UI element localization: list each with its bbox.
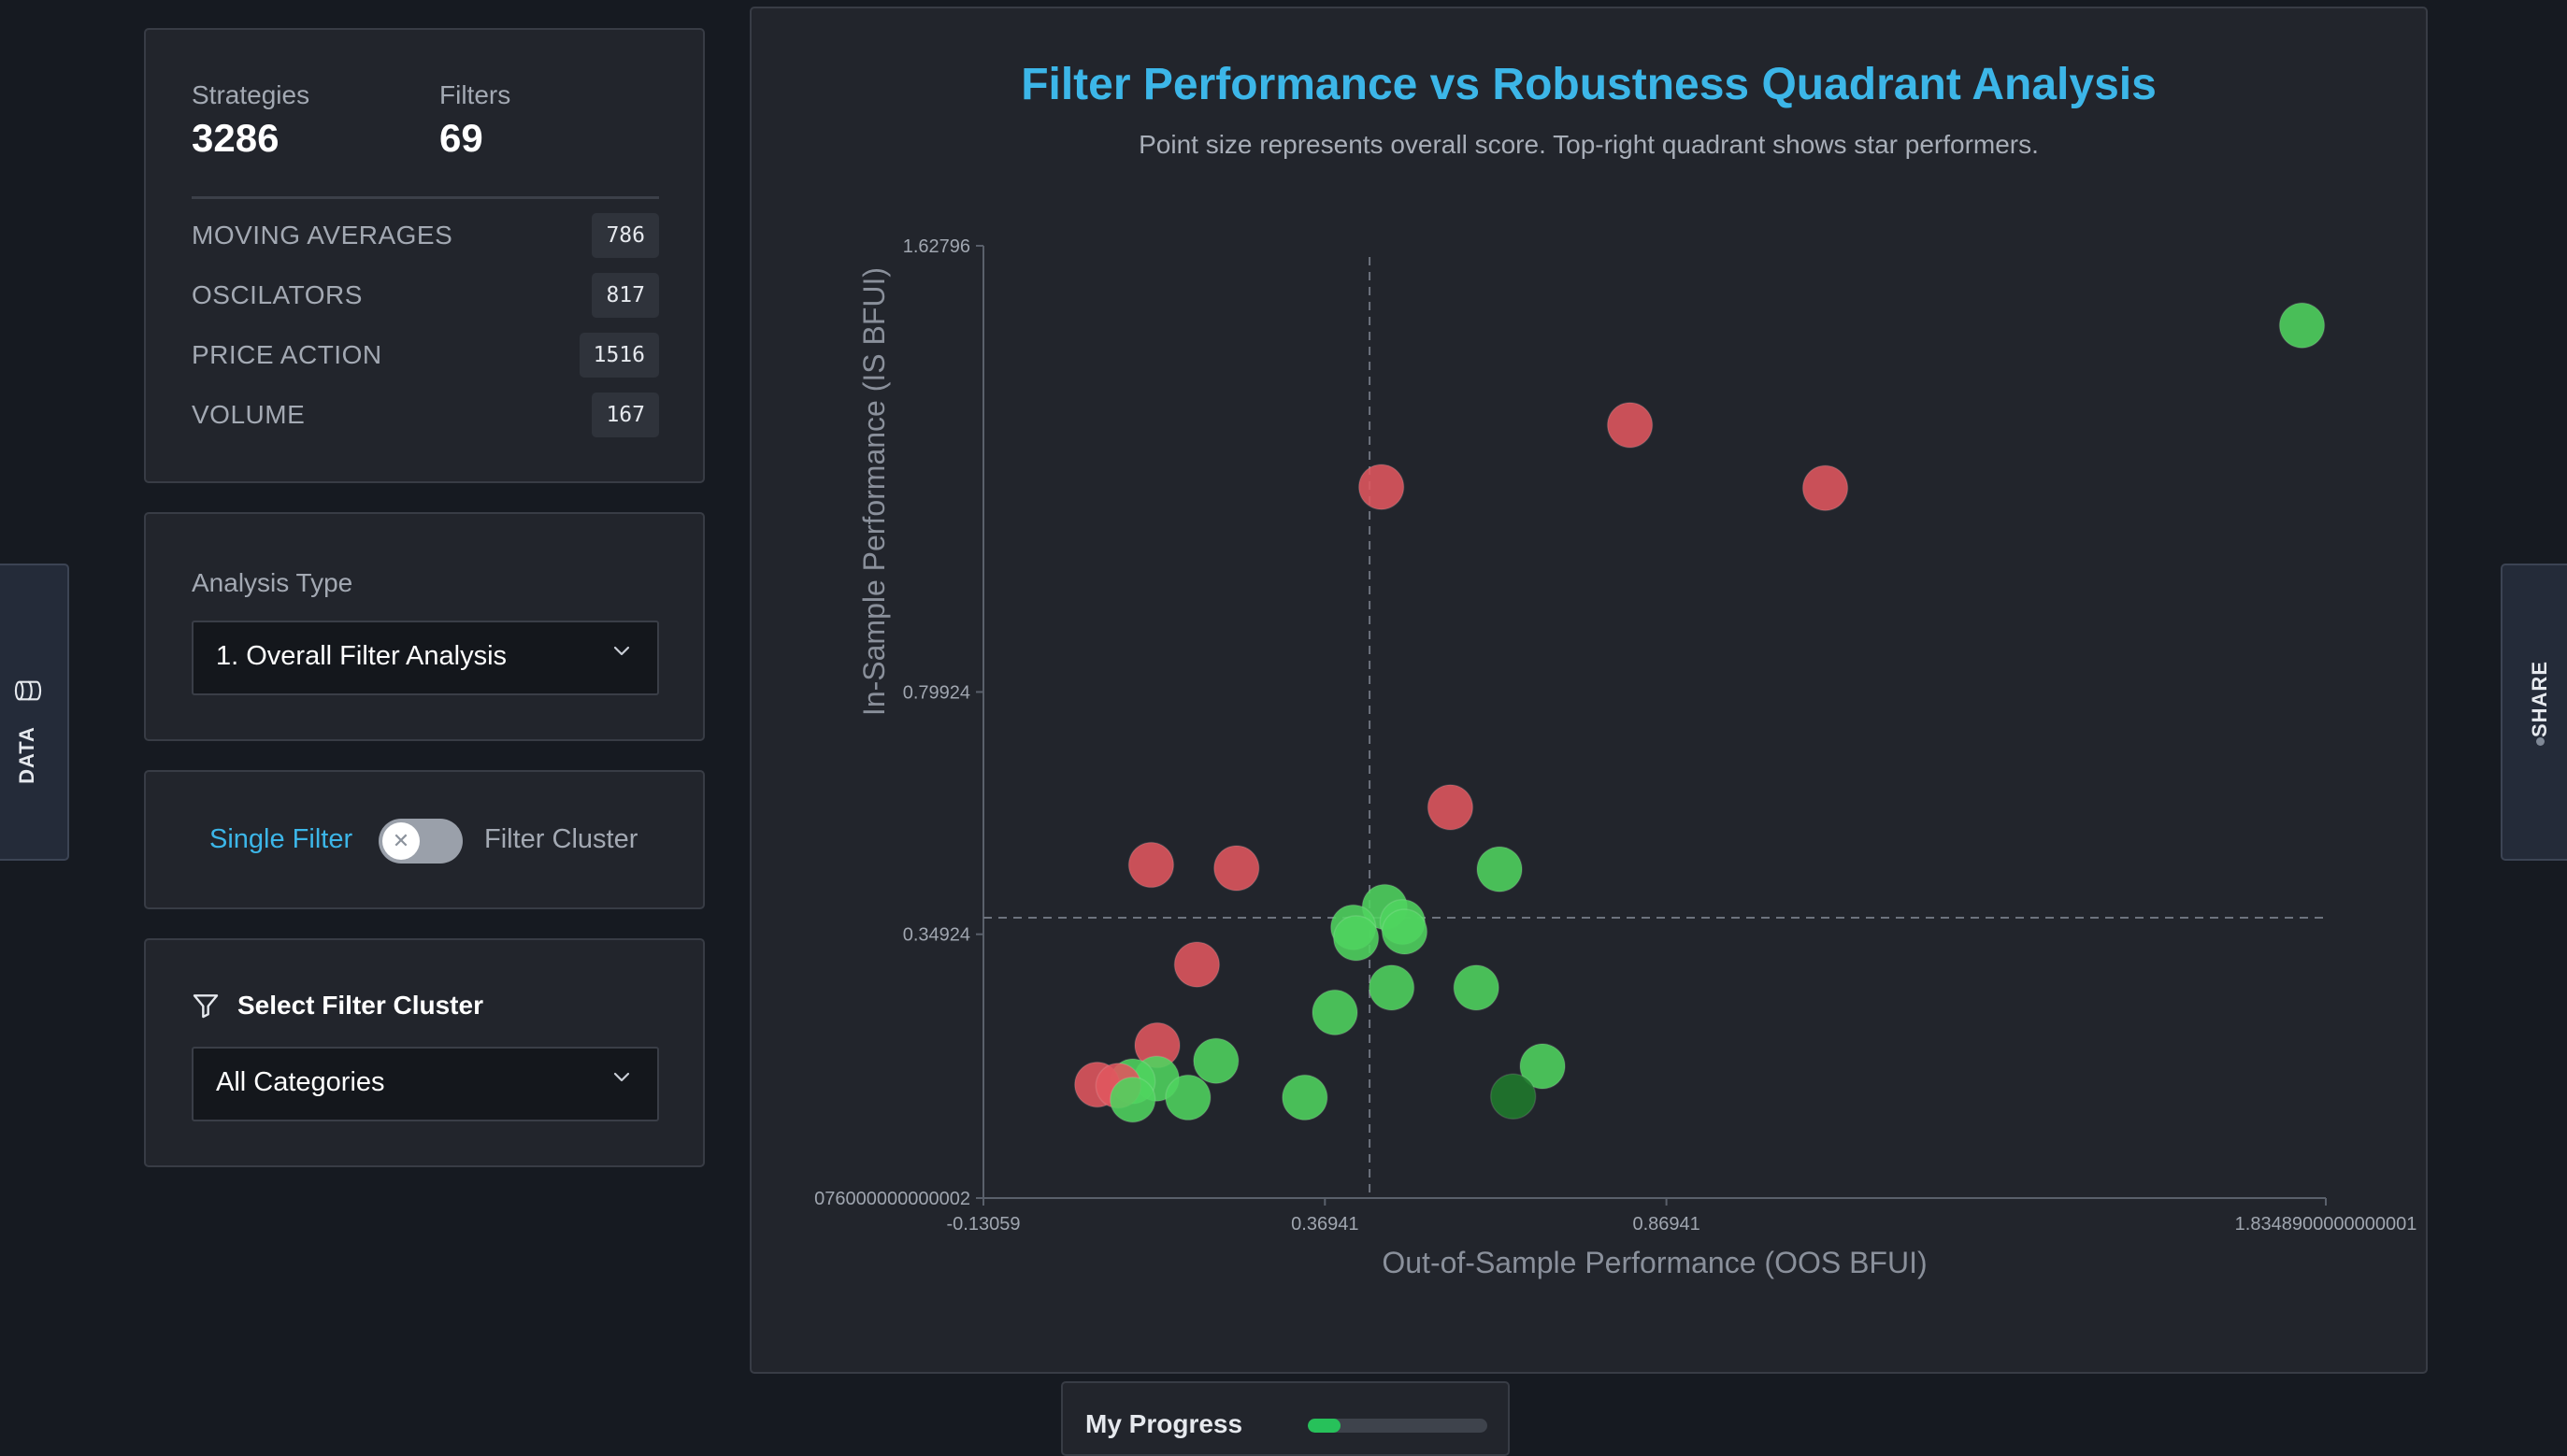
analysis-type-label: Analysis Type — [192, 568, 353, 597]
y-tick-label: 0.79924 — [903, 682, 970, 703]
category-row-oscilators: OSCILATORS 817 — [192, 273, 659, 318]
category-name: MOVING AVERAGES — [192, 221, 453, 250]
category-row-price-action: PRICE ACTION 1516 — [192, 333, 659, 378]
filters-label: Filters — [439, 80, 511, 109]
select-filter-cluster-label: Select Filter Cluster — [237, 991, 483, 1020]
strategies-label: Strategies — [192, 80, 310, 109]
progress-label: My Progress — [1085, 1409, 1243, 1438]
data-point[interactable] — [1519, 1043, 1566, 1090]
data-point[interactable] — [1282, 1074, 1328, 1121]
stats-divider — [192, 196, 659, 199]
data-point[interactable] — [1173, 941, 1221, 988]
data-point[interactable] — [1801, 464, 1849, 511]
category-row-volume: VOLUME 167 — [192, 393, 659, 437]
chart-title: Filter Performance vs Robustness Quadran… — [1021, 60, 2157, 109]
data-point[interactable] — [1381, 908, 1428, 955]
quadrant-chart-panel: Filter Performance vs Robustness Quadran… — [750, 7, 2428, 1374]
stats-panel: Strategies 3286 Filters 69 MOVING AVERAG… — [144, 28, 705, 483]
y-tick-label: 076000000000002 — [814, 1189, 970, 1209]
analysis-type-panel: Analysis Type 1. Overall Filter Analysis — [144, 512, 705, 741]
filter-cluster-select[interactable]: All Categories — [192, 1047, 659, 1121]
category-count-badge: 786 — [592, 213, 659, 258]
x-axis-label: Out-of-Sample Performance (OOS BFUI) — [1382, 1246, 1927, 1279]
chevron-down-icon — [613, 646, 630, 656]
strategies-count: 3286 — [192, 116, 280, 160]
single-filter-label[interactable]: Single Filter — [209, 824, 353, 854]
x-tick-label: -0.13059 — [947, 1214, 1021, 1235]
mode-toggle-switch[interactable]: ✕ — [379, 819, 463, 864]
data-point[interactable] — [1193, 1037, 1240, 1084]
data-tab-label: DATA — [15, 726, 38, 784]
x-icon: ✕ — [392, 829, 410, 852]
x-tick-label: 0.86941 — [1632, 1214, 1699, 1235]
progress-track — [1308, 1419, 1487, 1433]
y-axis-label: In-Sample Performance (IS BFUI) — [857, 267, 891, 716]
data-point[interactable] — [1109, 1076, 1156, 1123]
data-side-tab[interactable]: DATA — [0, 564, 69, 861]
data-point[interactable] — [2278, 302, 2326, 349]
mode-toggle-panel: Single Filter ✕ Filter Cluster — [144, 770, 705, 909]
filters-count: 69 — [439, 116, 483, 160]
category-name: PRICE ACTION — [192, 340, 382, 369]
share-side-tab[interactable]: SHARE — [2501, 564, 2567, 861]
filter-cluster-panel: Select Filter Cluster All Categories — [144, 938, 705, 1167]
category-name: OSCILATORS — [192, 280, 363, 309]
data-point[interactable] — [1453, 964, 1499, 1011]
toggle-knob: ✕ — [382, 822, 420, 860]
chart-subtitle: Point size represents overall score. Top… — [1139, 130, 2039, 159]
data-point[interactable] — [1332, 915, 1380, 962]
filter-cluster-label[interactable]: Filter Cluster — [484, 824, 638, 854]
share-dot-icon — [2536, 737, 2545, 746]
database-icon — [14, 680, 42, 701]
category-count-badge: 167 — [592, 393, 659, 437]
filter-funnel-icon — [193, 994, 219, 1019]
my-progress-widget[interactable]: My Progress — [1061, 1381, 1510, 1456]
filter-cluster-value: All Categories — [216, 1067, 385, 1097]
data-point[interactable] — [1427, 784, 1474, 831]
data-point[interactable] — [1476, 846, 1523, 892]
data-point[interactable] — [1357, 464, 1405, 510]
category-count-badge: 817 — [592, 273, 659, 318]
analysis-type-value: 1. Overall Filter Analysis — [216, 641, 508, 671]
data-point[interactable] — [1127, 841, 1175, 889]
y-tick-label: 1.62796 — [903, 236, 970, 257]
x-tick-label: 1.8348900000000001 — [2235, 1214, 2417, 1235]
category-row-moving-averages: MOVING AVERAGES 786 — [192, 213, 659, 258]
analysis-type-select[interactable]: 1. Overall Filter Analysis — [192, 621, 659, 695]
scatter-plot[interactable]: -0.13059 0.36941 0.86941 1.8348900000000001… — [752, 8, 2430, 1376]
y-tick-label: 0.34924 — [903, 925, 970, 946]
data-point[interactable] — [1312, 989, 1358, 1036]
data-point[interactable] — [1368, 964, 1415, 1011]
data-point[interactable] — [1489, 1073, 1537, 1121]
data-point[interactable] — [1213, 845, 1260, 892]
category-count-badge: 1516 — [579, 333, 659, 378]
category-name: VOLUME — [192, 400, 306, 429]
chevron-down-icon — [613, 1072, 630, 1082]
data-point[interactable] — [1165, 1074, 1212, 1121]
data-point[interactable] — [1606, 402, 1654, 449]
x-tick-label: 0.36941 — [1291, 1214, 1358, 1235]
progress-fill — [1308, 1419, 1341, 1433]
